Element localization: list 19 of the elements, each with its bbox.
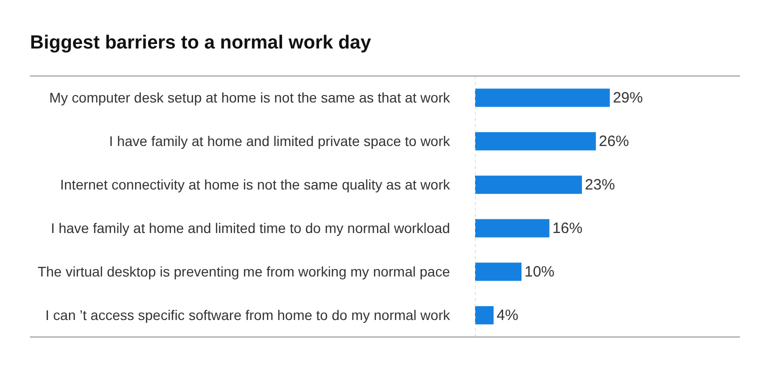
- data-label: 16%: [552, 220, 582, 237]
- y-tick-label: I have family at home and limited private space to work: [109, 133, 451, 150]
- data-label: 26%: [598, 132, 629, 150]
- bar: [475, 132, 596, 150]
- data-label: 4%: [496, 306, 518, 324]
- bar: [475, 88, 610, 107]
- y-tick-label: Internet connectivity at home is not the same quality as at work: [60, 176, 451, 193]
- y-tick-label: I have family at home and limited time to do my normal workload: [50, 220, 450, 236]
- data-label: 29%: [612, 89, 643, 106]
- data-label: 10%: [524, 263, 555, 280]
- data-label: 23%: [584, 176, 615, 194]
- bar: [475, 306, 494, 324]
- bar: [475, 176, 582, 194]
- y-tick-label: The virtual desktop is preventing me from working my normal pace: [38, 264, 450, 280]
- y-tick-label: I can ’t access specific software from home to do my normal work: [45, 307, 451, 324]
- y-tick-label: My computer desk setup at home is not the same as that at work: [49, 90, 451, 106]
- bar: [475, 262, 522, 281]
- bar: [475, 219, 550, 238]
- text: Biggest barriers to a normal work day: [30, 32, 372, 54]
